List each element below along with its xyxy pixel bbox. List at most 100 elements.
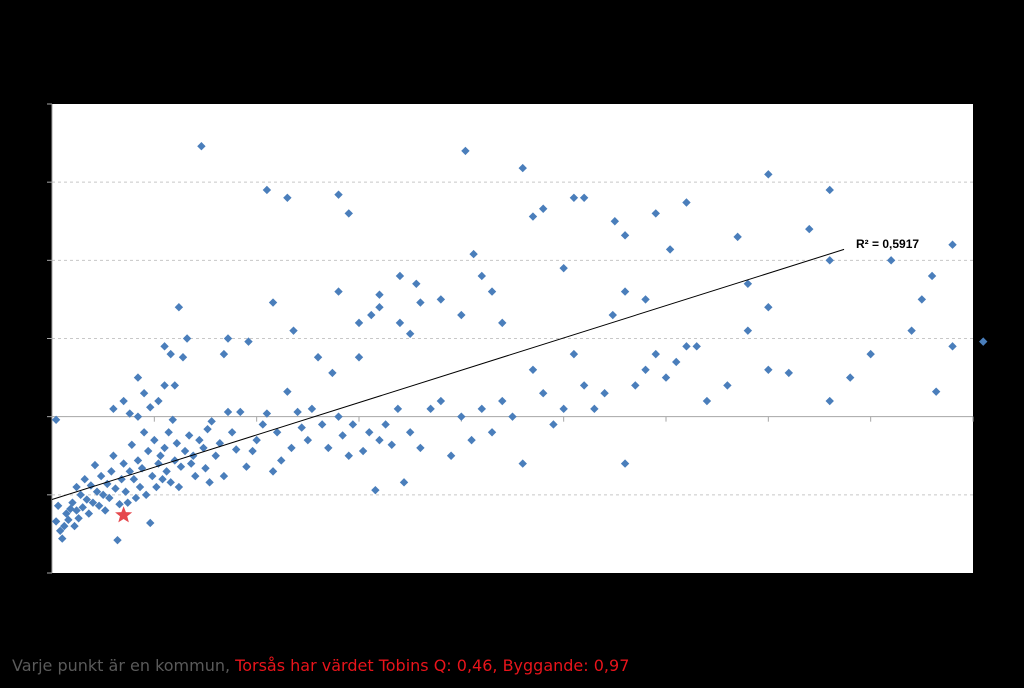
data-point bbox=[258, 420, 268, 429]
data-point bbox=[186, 459, 196, 468]
data-point bbox=[508, 412, 517, 421]
data-point bbox=[317, 420, 327, 429]
data-point bbox=[96, 471, 106, 481]
data-point bbox=[886, 256, 896, 265]
data-point bbox=[139, 389, 149, 398]
data-point bbox=[528, 212, 538, 221]
data-point bbox=[113, 535, 122, 545]
data-point bbox=[55, 526, 65, 535]
data-point bbox=[121, 487, 130, 496]
data-point bbox=[105, 493, 114, 503]
data-point bbox=[641, 365, 650, 374]
data-point bbox=[620, 231, 630, 240]
data-point bbox=[539, 389, 548, 398]
r2-label: R² = 0,5917 bbox=[856, 237, 919, 251]
data-point bbox=[68, 498, 77, 507]
data-point bbox=[127, 440, 137, 450]
data-point bbox=[367, 310, 376, 320]
data-point bbox=[205, 478, 214, 487]
data-point bbox=[84, 509, 94, 518]
data-point bbox=[166, 349, 175, 359]
data-point bbox=[917, 295, 927, 304]
data-point bbox=[223, 407, 233, 417]
data-point bbox=[199, 443, 208, 453]
data-point bbox=[262, 185, 272, 195]
data-point bbox=[590, 404, 599, 414]
data-point bbox=[446, 451, 456, 460]
data-point bbox=[559, 404, 568, 414]
data-point bbox=[825, 185, 834, 195]
data-point bbox=[109, 451, 118, 460]
data-point bbox=[160, 381, 169, 390]
data-point bbox=[579, 193, 589, 202]
data-point bbox=[334, 287, 343, 296]
data-point bbox=[74, 514, 83, 523]
data-point bbox=[146, 518, 155, 528]
data-point bbox=[82, 495, 91, 504]
data-point bbox=[174, 303, 184, 312]
data-point bbox=[119, 459, 128, 468]
data-point bbox=[223, 334, 233, 343]
data-point bbox=[784, 368, 793, 378]
data-point bbox=[297, 423, 306, 432]
data-point bbox=[139, 428, 149, 437]
data-point bbox=[405, 329, 415, 339]
data-point bbox=[242, 462, 251, 471]
data-point bbox=[416, 298, 425, 307]
data-point bbox=[569, 349, 579, 359]
data-point bbox=[344, 209, 353, 218]
data-point bbox=[338, 431, 347, 440]
data-point bbox=[651, 349, 660, 359]
data-point bbox=[477, 271, 486, 281]
data-point bbox=[600, 389, 609, 398]
data-point bbox=[51, 517, 61, 526]
data-point bbox=[608, 310, 617, 320]
data-point bbox=[348, 420, 358, 429]
plot-area bbox=[52, 104, 973, 573]
scatter-chart: R² = 0,5917 bbox=[47, 103, 988, 574]
data-point bbox=[119, 396, 128, 406]
data-point bbox=[381, 420, 390, 429]
data-point bbox=[123, 498, 132, 507]
data-point bbox=[672, 357, 681, 367]
data-point bbox=[178, 353, 188, 362]
data-point bbox=[133, 412, 143, 421]
data-point bbox=[98, 490, 108, 500]
data-point bbox=[743, 326, 753, 335]
data-point bbox=[66, 504, 75, 514]
data-point bbox=[195, 435, 204, 445]
data-point bbox=[393, 404, 403, 414]
data-point bbox=[375, 290, 384, 299]
data-point bbox=[559, 263, 568, 273]
data-point bbox=[682, 198, 691, 207]
data-point bbox=[743, 279, 753, 288]
data-point bbox=[109, 404, 118, 414]
data-point bbox=[197, 142, 206, 151]
data-point bbox=[487, 287, 497, 296]
data-point bbox=[293, 407, 302, 417]
data-point bbox=[733, 232, 742, 242]
data-point bbox=[764, 365, 773, 374]
data-point bbox=[610, 217, 620, 226]
data-point bbox=[268, 467, 278, 476]
data-point bbox=[387, 440, 396, 450]
data-point bbox=[334, 190, 343, 199]
data-point bbox=[426, 404, 435, 414]
data-point bbox=[931, 387, 941, 396]
data-point bbox=[487, 428, 497, 437]
data-point bbox=[72, 482, 81, 492]
data-point bbox=[518, 163, 527, 173]
data-point bbox=[201, 464, 210, 473]
data-point bbox=[498, 396, 507, 406]
data-point bbox=[334, 412, 343, 421]
data-point bbox=[528, 365, 538, 374]
data-point bbox=[272, 428, 282, 437]
data-point bbox=[723, 381, 732, 390]
data-point bbox=[189, 451, 198, 460]
data-point bbox=[375, 303, 384, 312]
data-point bbox=[164, 428, 173, 437]
data-point bbox=[948, 342, 957, 351]
data-point bbox=[467, 435, 476, 445]
data-point bbox=[133, 373, 143, 382]
data-point bbox=[94, 501, 104, 510]
